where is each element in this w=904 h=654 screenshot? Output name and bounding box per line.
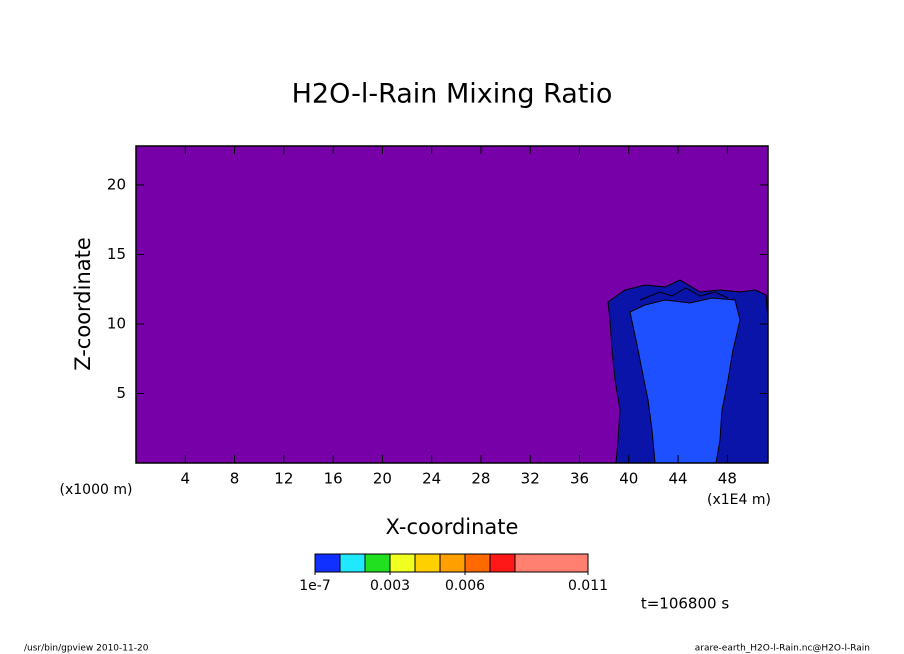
y-tick-label: 10 <box>107 314 126 332</box>
x-tick-label: 40 <box>619 470 638 488</box>
x-tick-label: 28 <box>471 470 490 488</box>
colorbar-box <box>339 553 366 573</box>
colorbar-box <box>489 553 516 573</box>
x-tick-label: 8 <box>230 470 240 488</box>
x-tick-label: 20 <box>373 470 392 488</box>
x-axis-label: X-coordinate <box>386 515 519 539</box>
y-tick-label: 20 <box>107 175 126 193</box>
colorbar-box <box>364 553 391 573</box>
y-axis-label: Z-coordinate <box>71 237 95 371</box>
x-tick-label: 32 <box>521 470 540 488</box>
colorbar-box <box>389 553 416 573</box>
contour-region <box>629 297 741 464</box>
time-label: t=106800 s <box>641 595 729 613</box>
y-tick-label: 5 <box>116 384 126 402</box>
y-tick-label: 15 <box>107 245 126 263</box>
x-unit: (x1E4 m) <box>707 492 771 508</box>
colorbar-box <box>464 553 491 573</box>
x-tick-label: 36 <box>570 470 589 488</box>
footer-left: /usr/bin/gpview 2010-11-20 <box>24 644 149 654</box>
colorbar-box <box>414 553 441 573</box>
y-unit: (x1000 m) <box>60 482 133 498</box>
contour-line <box>639 287 729 301</box>
colorbar-box <box>514 553 589 573</box>
x-tick-label: 4 <box>181 470 191 488</box>
chart-title: H2O-l-Rain Mixing Ratio <box>292 79 613 110</box>
x-tick-label: 12 <box>274 470 293 488</box>
x-tick-label: 48 <box>718 470 737 488</box>
x-tick-label: 16 <box>324 470 343 488</box>
footer-right: arare-earth_H2O-l-Rain.nc@H2O-l-Rain <box>695 644 870 654</box>
colorbar-label: 0.006 <box>445 578 485 594</box>
colorbar-label: 0.011 <box>568 578 608 594</box>
colorbar-label: 0.003 <box>370 578 410 594</box>
colorbar-box <box>439 553 466 573</box>
colorbar-box <box>314 553 341 573</box>
colorbar-label: 1e-7 <box>299 578 330 594</box>
x-tick-label: 24 <box>422 470 441 488</box>
plot-frame <box>135 145 769 464</box>
x-tick-label: 44 <box>669 470 688 488</box>
